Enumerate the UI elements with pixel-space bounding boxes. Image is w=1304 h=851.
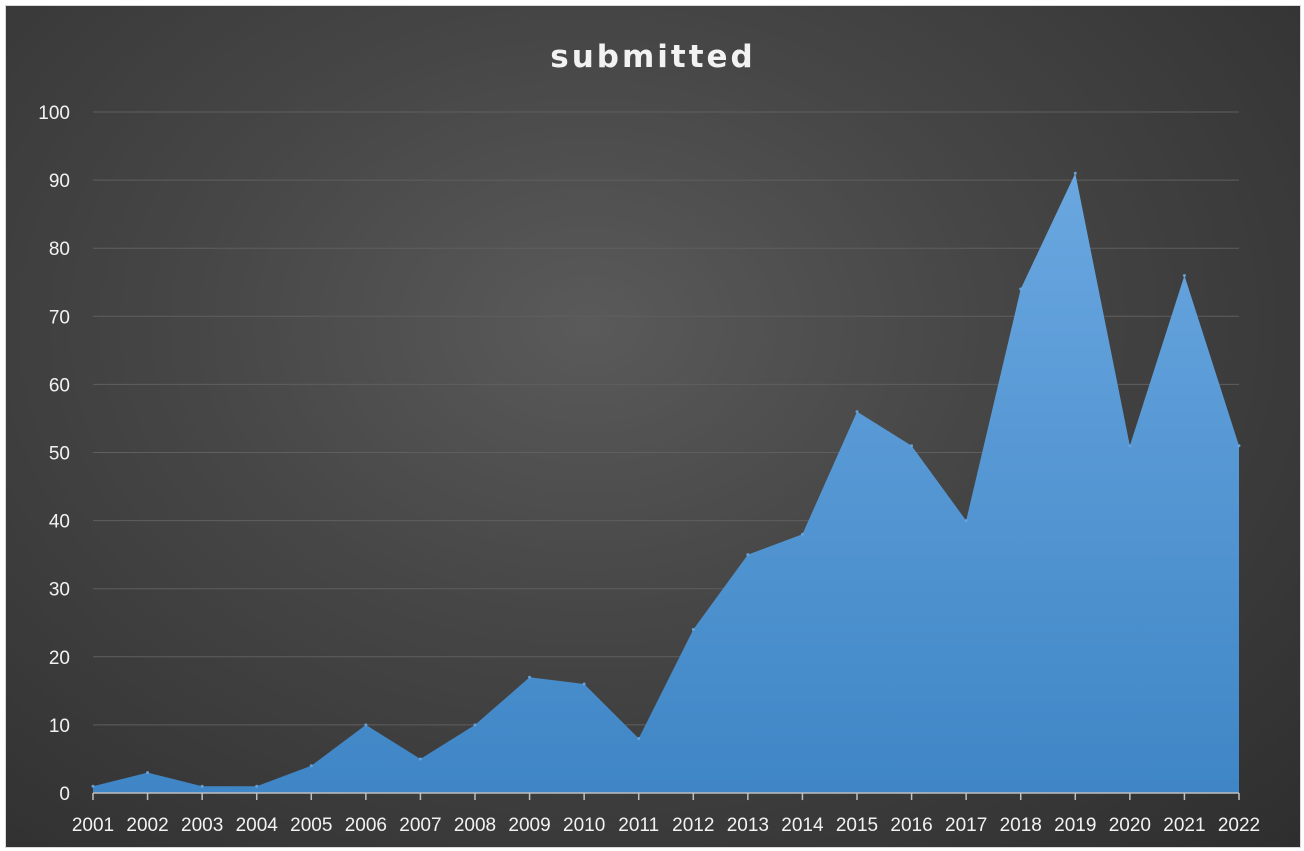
x-tick-label: 2005 xyxy=(290,815,332,836)
x-tick-label: 2018 xyxy=(1000,815,1042,836)
x-tick-label: 2004 xyxy=(236,815,279,836)
x-tick-label: 2003 xyxy=(181,815,223,836)
data-point-2015 xyxy=(855,410,859,414)
area-fill xyxy=(93,173,1239,794)
y-axis: 0 10 20 30 40 50 60 70 80 90 100 xyxy=(38,103,70,805)
x-tick-label: 2014 xyxy=(781,815,824,836)
data-point-2011 xyxy=(637,737,641,741)
x-tick-label: 2011 xyxy=(618,815,659,836)
data-point-2007 xyxy=(418,757,422,761)
data-point-2008 xyxy=(473,723,477,727)
x-tick-label: 2015 xyxy=(836,815,878,836)
data-point-2022 xyxy=(1237,444,1241,448)
data-point-2006 xyxy=(364,723,368,727)
x-tick-label: 2006 xyxy=(345,815,387,836)
chart-area: submitted 0 10 20 30 40 50 60 70 80 90 100 2001 200… xyxy=(5,5,1301,848)
x-tick-label: 2008 xyxy=(454,815,496,836)
data-point-2014 xyxy=(800,532,804,536)
x-tick-label: 2002 xyxy=(126,815,168,836)
data-point-2005 xyxy=(309,764,313,768)
data-point-2009 xyxy=(528,675,532,679)
x-axis xyxy=(92,792,1240,800)
x-tick-label: 2022 xyxy=(1218,815,1260,836)
y-tick-label: 10 xyxy=(49,716,70,737)
y-tick-label: 50 xyxy=(49,444,70,465)
y-tick-label: 0 xyxy=(59,784,70,805)
y-tick-label: 80 xyxy=(49,239,70,260)
y-tick-label: 70 xyxy=(49,307,70,328)
y-tick-label: 90 xyxy=(49,171,70,192)
x-tick-label: 2001 xyxy=(72,815,114,836)
x-tick-label: 2020 xyxy=(1109,815,1151,836)
x-tick-label: 2010 xyxy=(563,815,605,836)
data-point-2018 xyxy=(1019,287,1023,291)
data-point-2017 xyxy=(964,519,968,523)
y-tick-label: 40 xyxy=(49,512,70,533)
x-tick-label: 2009 xyxy=(508,815,550,836)
data-point-2001 xyxy=(91,784,95,788)
data-point-2003 xyxy=(200,784,204,788)
data-point-2002 xyxy=(146,771,150,775)
gridlines xyxy=(93,111,1239,726)
x-tick-label: 2017 xyxy=(945,815,987,836)
x-tick-label: 2019 xyxy=(1054,815,1096,836)
data-point-2020 xyxy=(1128,444,1132,448)
x-tick-label: 2021 xyxy=(1163,815,1205,836)
y-tick-label: 30 xyxy=(49,580,70,601)
data-point-2010 xyxy=(582,682,586,686)
data-point-2021 xyxy=(1182,273,1186,277)
data-point-2016 xyxy=(910,444,914,448)
x-tick-label: 2013 xyxy=(727,815,769,836)
x-tick-labels: 2001 2002 2003 2004 2005 2006 2007 2008 2009 2010… xyxy=(72,815,1260,836)
data-point-2013 xyxy=(746,553,750,557)
x-tick-label: 2007 xyxy=(399,815,441,836)
series-area xyxy=(91,171,1241,794)
data-point-2004 xyxy=(255,784,259,788)
data-point-2019 xyxy=(1073,171,1077,175)
y-tick-label: 100 xyxy=(38,103,70,124)
data-point-2012 xyxy=(691,628,695,632)
x-tick-label: 2016 xyxy=(890,815,932,836)
x-tick-label: 2012 xyxy=(672,815,714,836)
y-tick-label: 60 xyxy=(49,375,70,396)
y-tick-label: 20 xyxy=(49,648,70,669)
chart-title: submitted xyxy=(550,39,756,75)
